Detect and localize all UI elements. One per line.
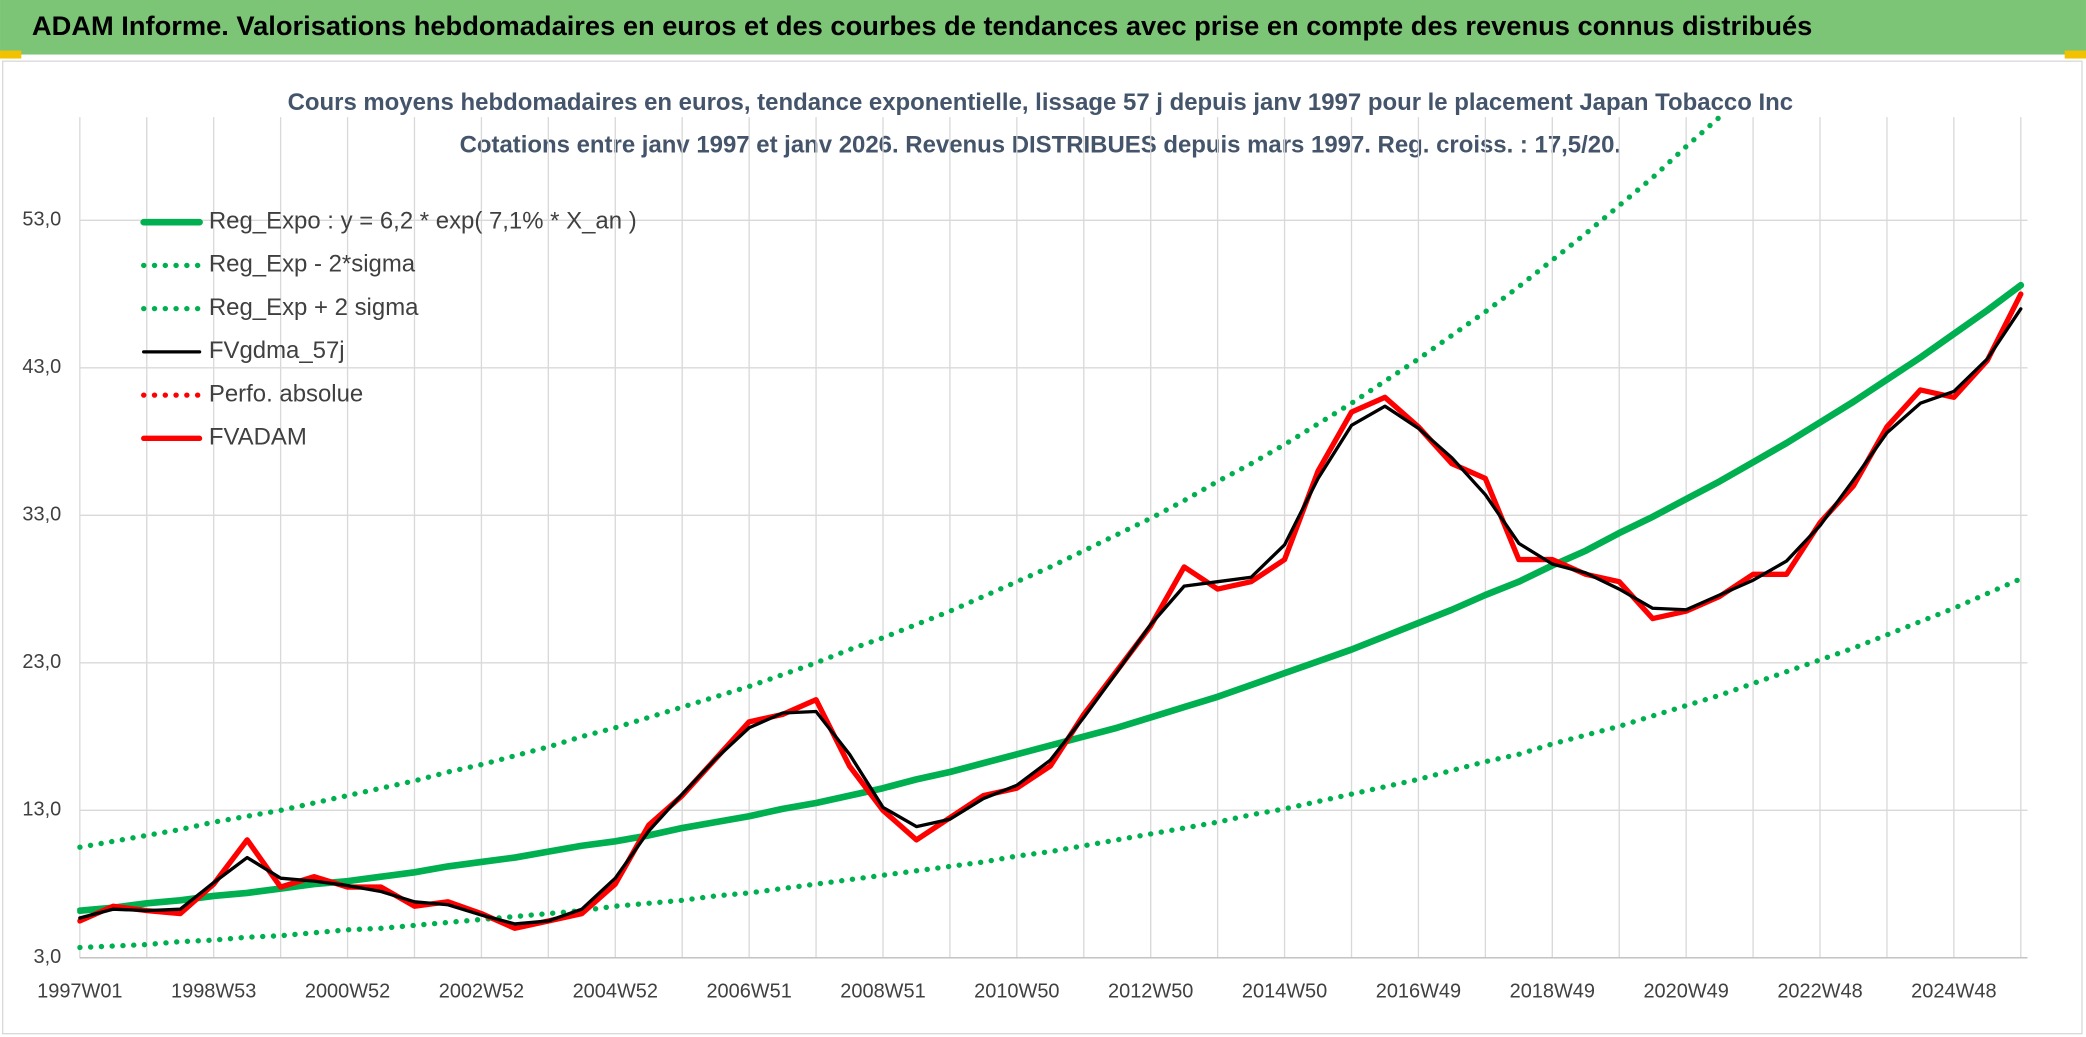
x-tick-label: 2004W52 <box>573 981 658 1003</box>
x-tick-label: 2008W51 <box>840 981 925 1003</box>
x-tick-label: 2006W51 <box>706 981 791 1003</box>
y-tick-label: 53,0 <box>22 209 61 231</box>
x-tick-label: 2002W52 <box>439 981 524 1003</box>
x-tick-label: 2012W50 <box>1108 981 1193 1003</box>
series-line <box>77 281 2025 914</box>
header-bar <box>0 0 2086 55</box>
plot-area <box>77 114 2025 951</box>
chart-frame <box>2 60 2083 1035</box>
x-tick-label: 2014W50 <box>1242 981 1327 1003</box>
x-tick-label: 2022W48 <box>1777 981 1862 1003</box>
chart-title: Cours moyens hebdomadaires en euros, ten… <box>288 89 1793 116</box>
x-tick-label: 1997W01 <box>37 981 122 1003</box>
corner <box>0 50 22 59</box>
legend-label: Reg_Exp + 2 sigma <box>209 294 419 321</box>
series-line <box>77 576 2024 951</box>
x-tick-label: 2018W49 <box>1510 981 1595 1003</box>
x-tick-label: 2010W50 <box>974 981 1059 1003</box>
x-tick-label: 2000W52 <box>305 981 390 1003</box>
corner <box>2064 50 2086 59</box>
x-tick-label: 2024W48 <box>1911 981 1996 1003</box>
x-tick-label: 1998W53 <box>171 981 256 1003</box>
legend-label: Reg_Exp - 2*sigma <box>209 251 416 278</box>
header-title: ADAM Informe. Valorisations hebdomadaire… <box>32 10 1812 41</box>
x-tick-label: 2016W49 <box>1376 981 1461 1003</box>
legend-label: Perfo. absolue <box>209 380 363 407</box>
y-tick-label: 33,0 <box>22 504 61 526</box>
y-tick-label: 23,0 <box>22 651 61 673</box>
y-tick-label: 3,0 <box>33 946 61 968</box>
legend-label: FVADAM <box>209 424 307 451</box>
series-line <box>77 114 1727 850</box>
legend-label: Reg_Expo : y = 6,2 * exp( 7,1% * X_an ) <box>209 207 637 234</box>
y-tick-label: 13,0 <box>22 799 61 821</box>
x-tick-label: 2020W49 <box>1643 981 1728 1003</box>
legend-label: FVgdma_57j <box>209 337 345 364</box>
y-tick-label: 43,0 <box>22 356 61 378</box>
series-line <box>78 307 2023 926</box>
chart-subtitle: Cotations entre janv 1997 et janv 2026. … <box>460 132 1621 159</box>
